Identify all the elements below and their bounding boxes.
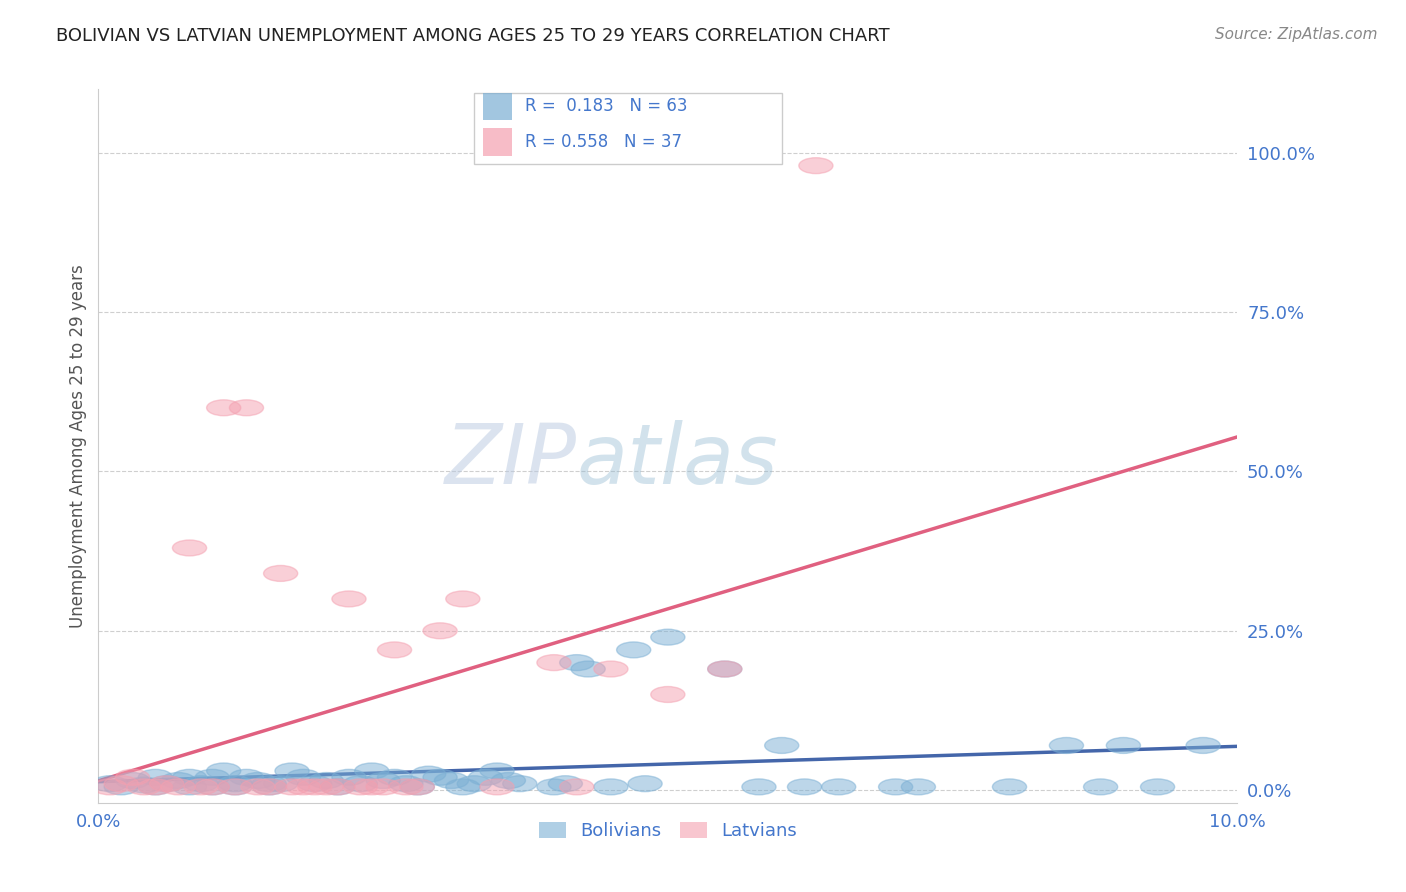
Text: Source: ZipAtlas.com: Source: ZipAtlas.com xyxy=(1215,27,1378,42)
Text: ZIP: ZIP xyxy=(444,420,576,500)
Text: R = 0.558   N = 37: R = 0.558 N = 37 xyxy=(526,133,682,151)
Text: R =  0.183   N = 63: R = 0.183 N = 63 xyxy=(526,97,688,115)
FancyBboxPatch shape xyxy=(484,93,512,120)
Text: atlas: atlas xyxy=(576,420,779,500)
Y-axis label: Unemployment Among Ages 25 to 29 years: Unemployment Among Ages 25 to 29 years xyxy=(69,264,87,628)
FancyBboxPatch shape xyxy=(474,93,782,164)
Legend: Bolivians, Latvians: Bolivians, Latvians xyxy=(531,814,804,847)
Text: BOLIVIAN VS LATVIAN UNEMPLOYMENT AMONG AGES 25 TO 29 YEARS CORRELATION CHART: BOLIVIAN VS LATVIAN UNEMPLOYMENT AMONG A… xyxy=(56,27,890,45)
FancyBboxPatch shape xyxy=(484,128,512,155)
